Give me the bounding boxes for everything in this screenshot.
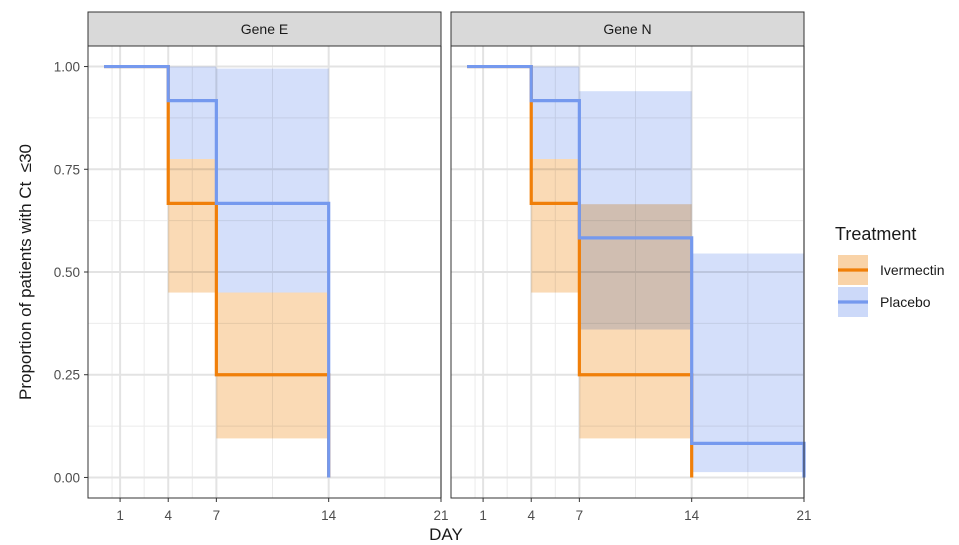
confidence-band-ivermectin [531, 159, 580, 293]
x-tick-label: 14 [684, 508, 700, 523]
panel-title: Gene N [603, 21, 651, 37]
y-tick-label: 0.00 [54, 470, 80, 485]
confidence-band-placebo [579, 91, 692, 330]
confidence-band-placebo [531, 66, 580, 159]
panel-strip [87, 11, 442, 47]
confidence-band-placebo [691, 253, 804, 473]
legend-label: Ivermectin [880, 262, 945, 278]
confidence-band-placebo [168, 66, 217, 159]
confidence-band-ivermectin [216, 292, 329, 439]
y-tick-label: 0.25 [54, 368, 80, 383]
panel-title: Gene E [241, 21, 288, 37]
x-tick-label: 21 [433, 508, 448, 523]
x-tick-label: 21 [796, 508, 811, 523]
panel-0 [87, 11, 442, 502]
y-tick-label: 1.00 [54, 60, 80, 75]
panel-border [450, 45, 805, 499]
panel-1 [450, 11, 806, 502]
x-tick-label: 14 [321, 508, 337, 523]
x-tick-label: 4 [527, 508, 535, 523]
series-line-placebo [104, 64, 331, 478]
y-tick-label: 0.75 [54, 162, 80, 177]
x-tick-label: 1 [479, 508, 487, 523]
x-tick-label: 7 [576, 508, 584, 523]
x-tick-label: 1 [116, 508, 124, 523]
legend-label: Placebo [880, 294, 931, 310]
confidence-band-ivermectin [168, 159, 217, 293]
x-tick-label: 7 [213, 508, 221, 523]
series-line-placebo [467, 64, 806, 478]
x-tick-label: 4 [164, 508, 172, 523]
legend-title: Treatment [835, 224, 916, 244]
x-axis-title: DAY [429, 525, 463, 544]
confidence-band-placebo [216, 68, 329, 293]
y-tick-label: 0.50 [54, 265, 80, 280]
y-axis-title: Proportion of patients with Ct ≤30 [16, 144, 35, 400]
